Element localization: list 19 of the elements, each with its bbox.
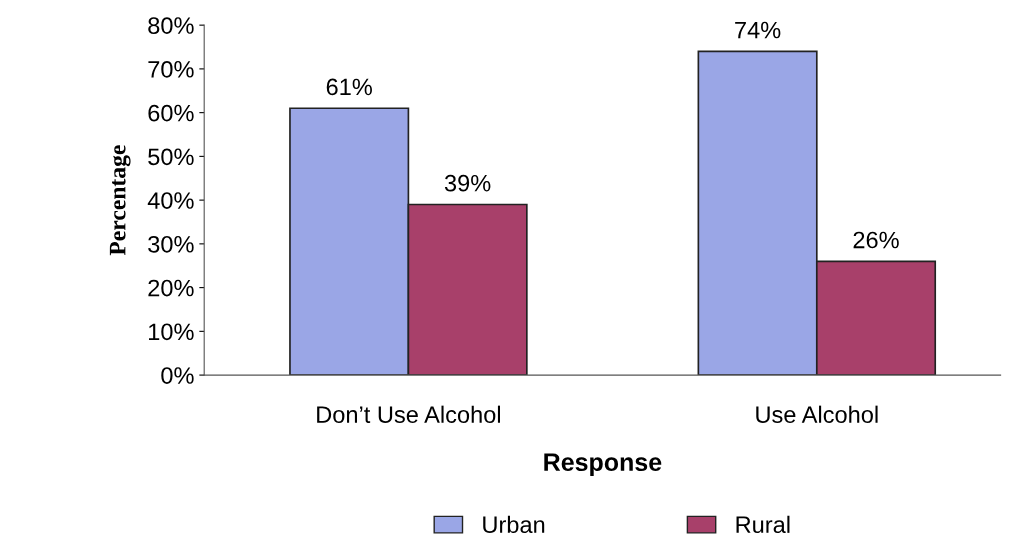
y-tick-label: 70% — [148, 60, 194, 78]
y-tick-label: 50% — [148, 148, 194, 166]
y-tick-label: 80% — [148, 17, 194, 34]
y-tick-label: 20% — [148, 279, 194, 297]
data-label: 26% — [853, 231, 899, 249]
data-label: 39% — [444, 174, 491, 192]
y-tick-label: 30% — [148, 235, 194, 253]
y-axis-title: Percentage — [109, 145, 131, 256]
y-tick-label: 60% — [148, 104, 194, 122]
data-label: 61% — [326, 78, 372, 96]
legend-label: Rural — [736, 515, 790, 534]
data-label: 74% — [735, 21, 781, 39]
y-tick-label: 10% — [149, 323, 194, 341]
y-tick-label: 40% — [147, 192, 194, 209]
x-tick-label: Use Alcohol — [756, 405, 878, 423]
x-axis-title: Response — [544, 453, 662, 476]
y-tick-label: 0% — [161, 367, 194, 384]
legend-label: Urban — [483, 515, 545, 534]
x-tick-label: Don’t Use Alcohol — [317, 405, 501, 423]
